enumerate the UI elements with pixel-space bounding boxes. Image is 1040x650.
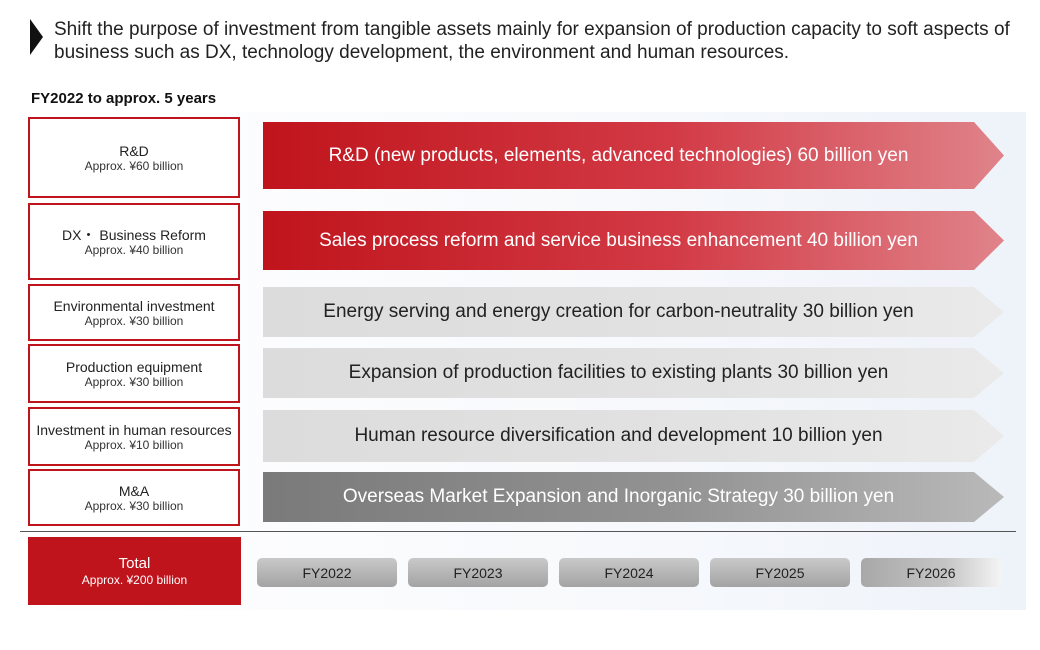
category-box-production: Production equipment Approx. ¥30 billion	[28, 344, 240, 403]
year-pill-fy2024: FY2024	[559, 558, 699, 587]
arrow-text: Expansion of production facilities to ex…	[348, 362, 889, 383]
category-name: M&A	[118, 482, 150, 499]
year-pill-fy2022: FY2022	[257, 558, 397, 587]
category-amount: Approx. ¥30 billion	[84, 313, 184, 328]
category-amount: Approx. ¥60 billion	[84, 158, 184, 173]
category-box-dx: DX・ Business Reform Approx. ¥40 billion	[28, 203, 240, 280]
category-name: R&D	[119, 142, 149, 159]
category-amount: Approx. ¥30 billion	[84, 498, 184, 513]
arrow-rnd: R&D (new products, elements, advanced te…	[263, 122, 1004, 189]
category-name: Production equipment	[65, 358, 203, 375]
arrow-text: Energy serving and energy creation for c…	[323, 301, 914, 322]
arrow-environmental: Energy serving and energy creation for c…	[263, 287, 1004, 337]
category-name: DX・ Business Reform	[62, 226, 206, 243]
category-box-rnd: R&D Approx. ¥60 billion	[28, 117, 240, 198]
arrow-dx: Sales process reform and service busines…	[263, 211, 1004, 270]
category-box-mna: M&A Approx. ¥30 billion	[28, 469, 240, 526]
category-name: Environmental investment	[53, 297, 215, 314]
category-box-environmental: Environmental investment Approx. ¥30 bil…	[28, 284, 240, 341]
divider	[20, 531, 1016, 532]
total-name: Total	[118, 555, 151, 572]
arrow-mna: Overseas Market Expansion and Inorganic …	[263, 472, 1004, 522]
year-pill-fy2023: FY2023	[408, 558, 548, 587]
period-label: FY2022 to approx. 5 years	[31, 90, 217, 107]
category-box-human-resources: Investment in human resources Approx. ¥1…	[28, 407, 240, 466]
arrow-production: Expansion of production facilities to ex…	[263, 348, 1004, 398]
headline-marker-icon	[30, 19, 43, 55]
year-pill-fy2026: FY2026	[861, 558, 1001, 587]
arrow-text: R&D (new products, elements, advanced te…	[328, 144, 909, 166]
category-amount: Approx. ¥30 billion	[84, 374, 184, 389]
total-box: Total Approx. ¥200 billion	[28, 537, 241, 605]
arrow-text: Sales process reform and service busines…	[319, 229, 918, 251]
category-amount: Approx. ¥40 billion	[84, 242, 184, 257]
category-amount: Approx. ¥10 billion	[84, 437, 184, 452]
arrow-text: Overseas Market Expansion and Inorganic …	[342, 486, 895, 507]
arrow-text: Human resource diversification and devel…	[354, 425, 883, 446]
year-pill-fy2025: FY2025	[710, 558, 850, 587]
arrow-human-resources: Human resource diversification and devel…	[263, 410, 1004, 462]
category-name: Investment in human resources	[36, 421, 232, 438]
total-amount: Approx. ¥200 billion	[81, 573, 188, 587]
headline: Shift the purpose of investment from tan…	[54, 19, 1010, 63]
